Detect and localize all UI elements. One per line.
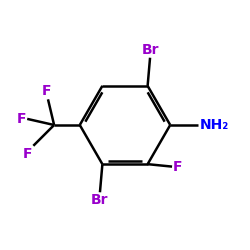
Text: F: F xyxy=(173,160,182,173)
Text: NH₂: NH₂ xyxy=(199,118,228,132)
Text: Br: Br xyxy=(141,43,159,57)
Text: F: F xyxy=(22,147,32,161)
Text: F: F xyxy=(42,84,51,98)
Text: Br: Br xyxy=(91,193,109,207)
Text: F: F xyxy=(16,112,26,126)
